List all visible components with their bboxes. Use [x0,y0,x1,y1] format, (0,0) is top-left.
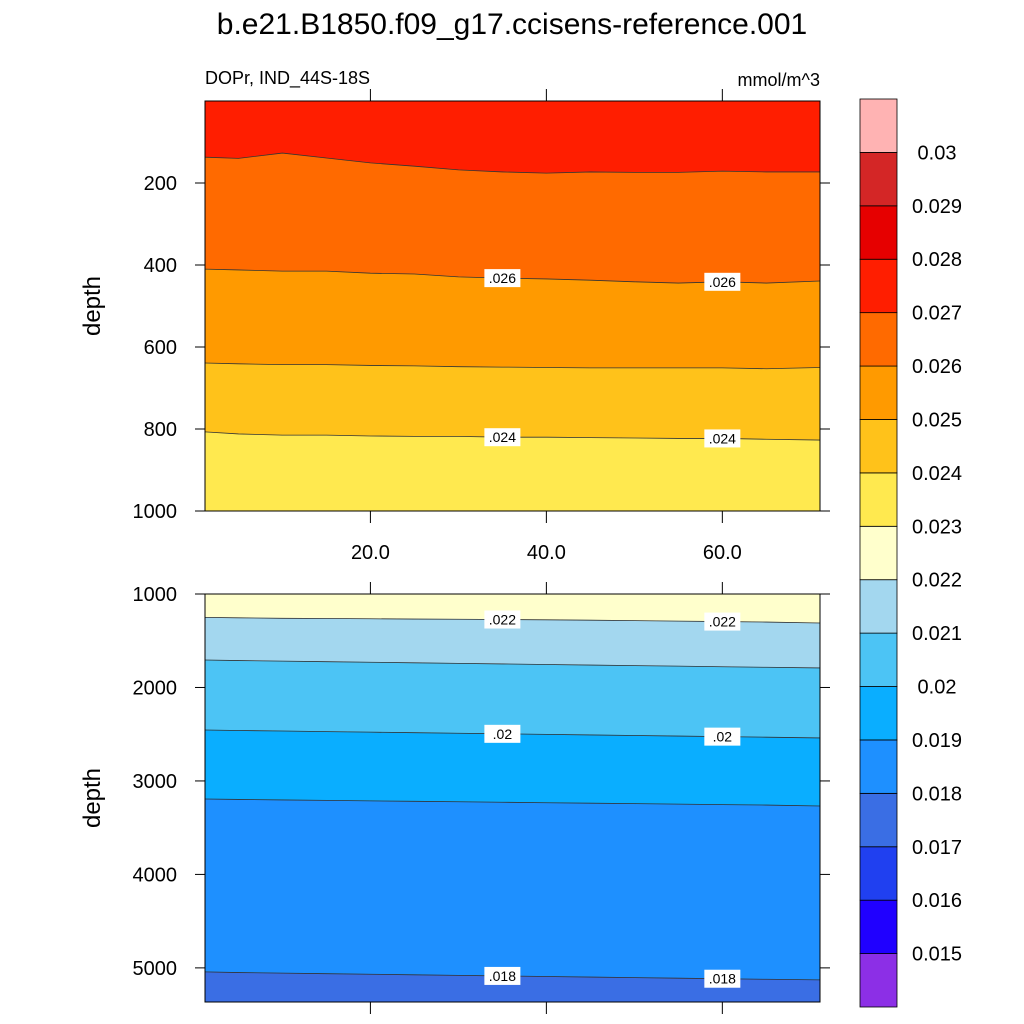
colorbar-label: 0.023 [912,516,962,538]
colorbar-box [859,579,898,634]
contour-line [205,659,820,669]
contour-label-bg [484,724,521,743]
colorbar-box [859,953,898,1008]
colorbar-label: 0.027 [912,303,962,325]
contour-label-bg [484,269,521,288]
contour-label: .02 [493,726,513,742]
colorbar-label: 0.019 [912,730,962,752]
colorbar-box [859,899,898,954]
chart-title: b.e21.B1850.f09_g17.ccisens-reference.00… [217,8,807,41]
colorbar-box [859,632,898,687]
colorbar-label: 0.017 [912,837,962,859]
y-tick-label: 4000 [133,864,178,886]
y-tick-label: 400 [144,255,177,277]
colorbar-label: 0.029 [912,196,962,218]
colorbar-box [859,472,898,527]
colorbar-box [859,419,898,474]
y-tick-label: 600 [144,337,177,359]
y-axis-label: depth [79,768,106,828]
colorbar-box [859,846,898,901]
colorbar-label: 0.025 [912,409,962,431]
y-tick-label: 1000 [133,501,178,523]
y-tick-label: 3000 [133,771,178,793]
colorbar-box [859,739,898,794]
y-tick-label: 800 [144,419,177,441]
colorbar-box [859,205,898,260]
contour-label: .024 [489,429,516,445]
contour-line [205,798,820,807]
colorbar-box [859,525,898,581]
contour-label: .018 [489,968,516,984]
contour-label-bg [704,612,741,631]
colorbar-box [859,312,898,367]
contour-label-bg [484,966,521,985]
y-axis-label: depth [79,276,106,336]
y-tick-label: 2000 [133,677,178,699]
colorbar-label: 0.026 [912,356,962,378]
colorbar-label: 0.018 [912,783,962,805]
x-tick-label: 40.0 [527,542,566,564]
units: mmol/m^3 [738,70,820,90]
contour-line [205,152,820,174]
contour-label-bg [704,429,741,448]
plot-frame [204,100,821,512]
contour-label-bg [484,428,521,447]
colorbar-label: 0.022 [912,570,962,592]
x-tick-label: 20.0 [351,542,390,564]
colorbar-box [859,258,898,314]
contour-label-bg [704,272,741,291]
colorbar-label: 0.03 [918,142,957,164]
contour-line [205,362,820,370]
contour-label: .018 [709,971,736,987]
colorbar-box [859,686,898,741]
colorbar-box [859,152,898,207]
colorbar-box [859,98,898,153]
contour-label: .024 [709,430,736,446]
colorbar-box [859,792,898,848]
contour-label: .026 [489,270,516,286]
contour-fill [205,798,820,981]
colorbar-label: 0.024 [912,463,962,485]
subtitle: DOPr, IND_44S-18S [205,68,370,89]
contour-label: .02 [713,729,733,745]
colorbar-label: 0.016 [912,890,962,912]
contour-label: .026 [709,274,736,290]
colorbar-label: 0.015 [912,944,962,966]
colorbar-label: 0.028 [912,249,962,271]
contour-label-bg [704,969,741,988]
y-tick-label: 5000 [133,958,178,980]
contour-label: .022 [709,614,736,630]
contour-label-bg [704,727,741,746]
colorbar-box [859,365,898,420]
plot-area: .022 .022 .02 .02 .018 .018 [205,594,820,1002]
colorbar-label: 0.021 [912,623,962,645]
contour-label: .022 [489,612,516,628]
contour-label-bg [484,610,521,629]
plot-area: .026 .026 .024 .024 [205,101,820,511]
plot-frame [204,593,821,1003]
y-tick-label: 200 [144,173,177,195]
colorbar-label: 0.02 [918,677,957,699]
y-tick-label: 1000 [133,584,178,606]
x-tick-label: 60.0 [703,542,742,564]
